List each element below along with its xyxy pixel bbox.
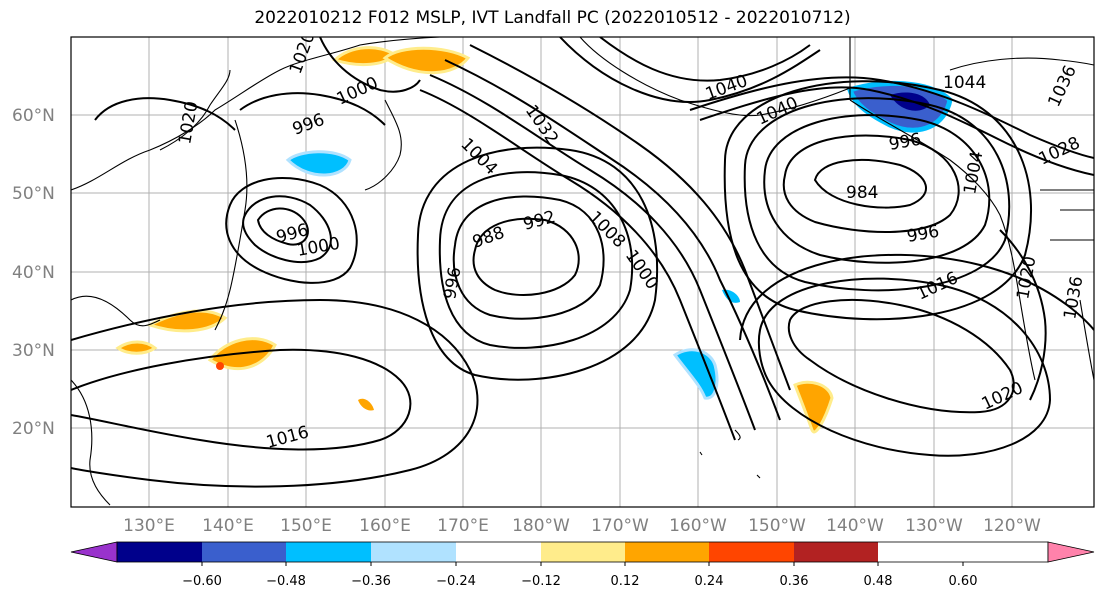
colorbar-bin <box>541 542 625 562</box>
colorbar-tick-label: 0.24 <box>695 574 724 589</box>
ivt-shading <box>115 46 953 434</box>
lon-label: 140°E <box>202 516 254 536</box>
lat-label: 40°N <box>12 263 55 283</box>
colorbar-tick-label: 0.36 <box>780 574 809 589</box>
colorbar-tick-label: −0.60 <box>182 574 222 589</box>
colorbar-tick-label: −0.48 <box>266 574 306 589</box>
colorbar-bin <box>794 542 878 562</box>
lon-label: 160°E <box>359 516 411 536</box>
lon-label: 170°E <box>437 516 489 536</box>
colorbar-bin <box>117 542 202 562</box>
colorbar-tick-label: 0.48 <box>864 574 893 589</box>
lon-label: 120°W <box>983 516 1041 536</box>
latitude-labels: 60°N 50°N 40°N 30°N 20°N <box>12 106 55 439</box>
lon-label: 150°W <box>748 516 806 536</box>
lat-label: 30°N <box>12 341 55 361</box>
mslp-contours <box>71 37 1094 488</box>
colorbar-tick-label: −0.12 <box>521 574 561 589</box>
colorbar-tick-label: 0.60 <box>949 574 978 589</box>
colorbar-tick-label: −0.24 <box>436 574 476 589</box>
colorbar-bin <box>286 542 371 562</box>
lat-label: 60°N <box>12 106 55 126</box>
contour-label: 984 <box>846 183 878 203</box>
colorbar-bin <box>709 542 794 562</box>
lon-label: 160°W <box>669 516 727 536</box>
lon-label: 140°W <box>826 516 884 536</box>
lon-label: 170°W <box>591 516 649 536</box>
lon-label: 150°E <box>280 516 332 536</box>
colorbar-tick-label: −0.36 <box>351 574 391 589</box>
map-frame <box>70 36 1095 508</box>
colorbar-tick-label: 0.12 <box>611 574 640 589</box>
lon-label: 130°W <box>905 516 963 536</box>
colorbar-bin <box>371 542 456 562</box>
colorbar-extend-left <box>70 541 118 563</box>
colorbar: −0.60 −0.48 −0.36 −0.24 −0.12 0.12 0.24 0.36 0.4… <box>70 541 1095 589</box>
colorbar-bin <box>456 542 541 562</box>
lon-label: 180°W <box>512 516 570 536</box>
map-title: 2022010212 F012 MSLP, IVT Landfall PC (2… <box>254 8 851 28</box>
colorbar-bin <box>625 542 709 562</box>
lat-label: 20°N <box>12 419 55 439</box>
contour-label: 1044 <box>943 73 986 93</box>
coastlines <box>71 37 1094 506</box>
lon-label: 130°E <box>123 516 175 536</box>
lat-label: 50°N <box>12 184 55 204</box>
colorbar-extend-right <box>1047 541 1095 563</box>
colorbar-bin <box>202 542 286 562</box>
longitude-labels: 130°E 140°E 150°E 160°E 170°E 180°W 170°… <box>123 516 1041 536</box>
